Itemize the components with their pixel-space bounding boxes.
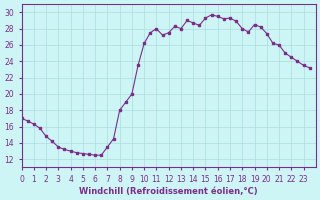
X-axis label: Windchill (Refroidissement éolien,°C): Windchill (Refroidissement éolien,°C): [79, 187, 258, 196]
